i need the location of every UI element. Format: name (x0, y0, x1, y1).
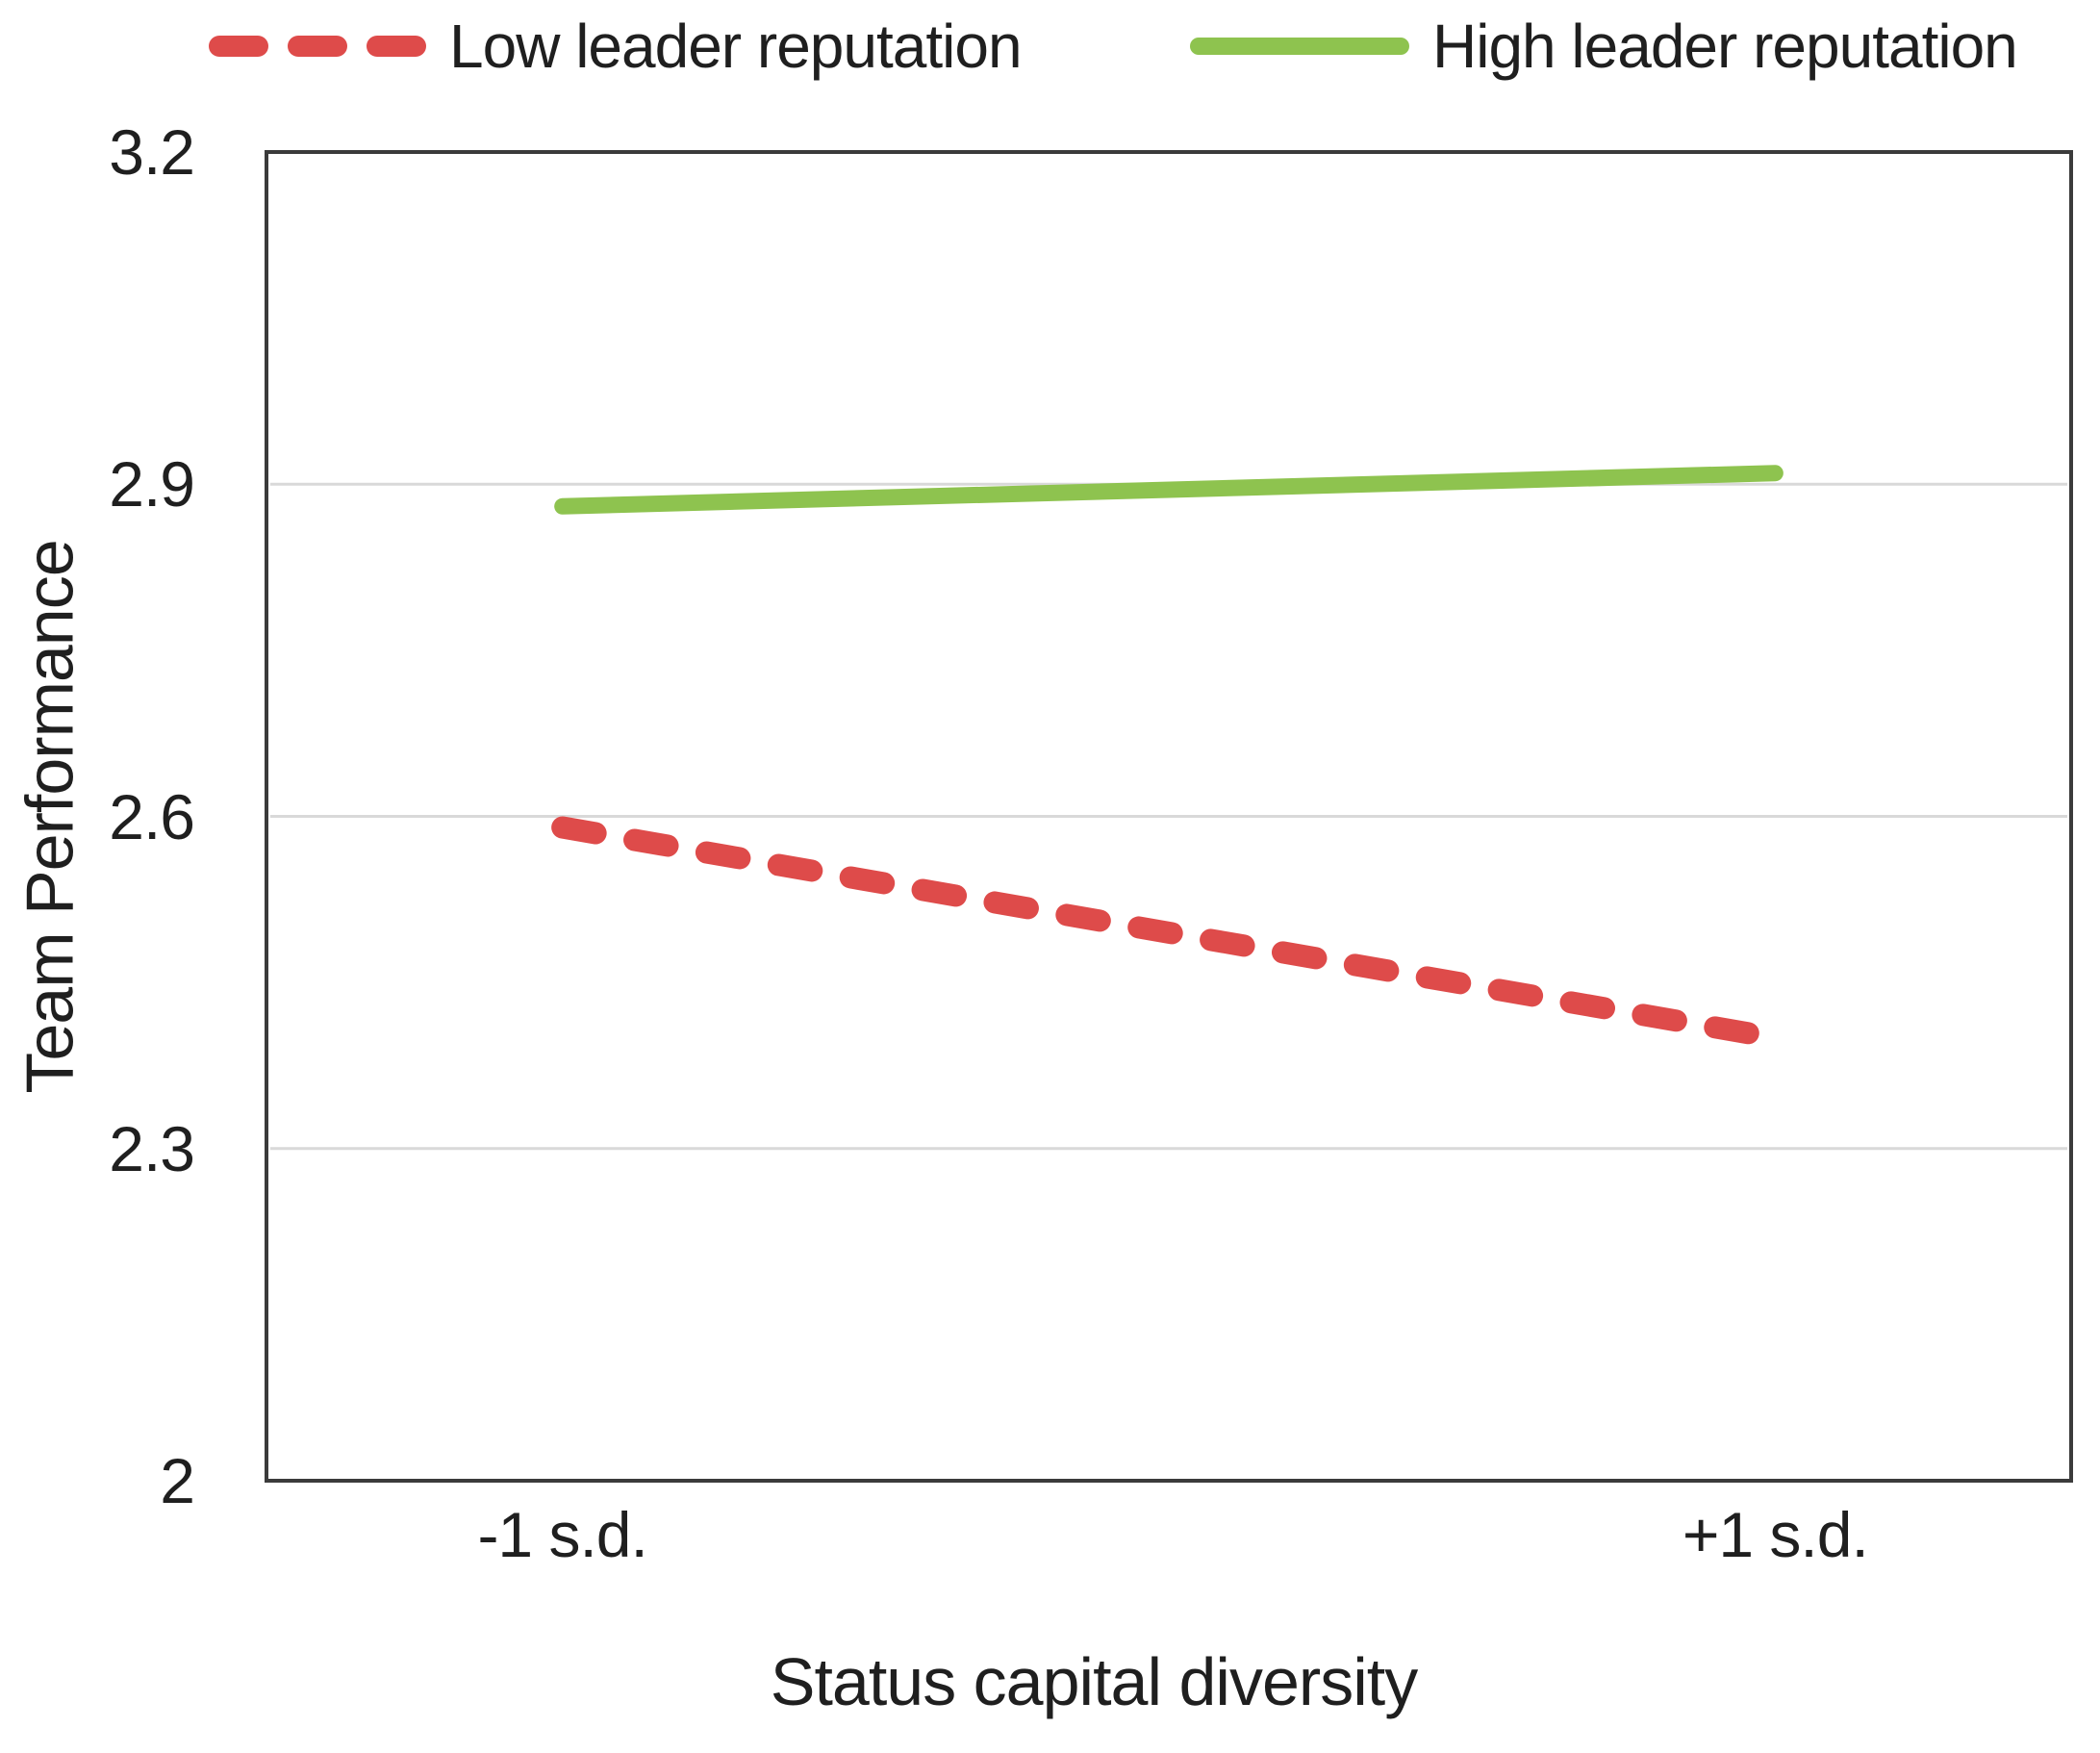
legend-dash-segment (288, 36, 347, 57)
legend-label-high: High leader reputation (1432, 12, 2018, 81)
series-line-1 (554, 465, 1784, 515)
y-tick-label: 2.3 (109, 1112, 195, 1184)
x-tick-label: +1 s.d. (1682, 1499, 1869, 1570)
y-tick-label: 2 (160, 1445, 195, 1516)
y-tick-label: 3.2 (109, 116, 195, 188)
y-tick-label: 2.9 (109, 448, 195, 521)
legend-dash-segment (209, 36, 268, 57)
y-tick-label: 2.6 (109, 780, 195, 852)
legend-item-high-leader-reputation: High leader reputation (1190, 8, 2018, 85)
x-axis-title: Status capital diversity (770, 1644, 1418, 1719)
legend-item-low-leader-reputation: Low leader reputation (209, 8, 1023, 85)
legend-solid-line-sample (1190, 38, 1409, 55)
legend-dash-segment (367, 36, 426, 57)
legend-label-low: Low leader reputation (449, 12, 1023, 81)
legend-dashed-line-sample (209, 36, 426, 57)
series-line-0 (551, 816, 1786, 1050)
x-tick-label: -1 s.d. (477, 1499, 647, 1570)
plot-area (270, 465, 2067, 1151)
